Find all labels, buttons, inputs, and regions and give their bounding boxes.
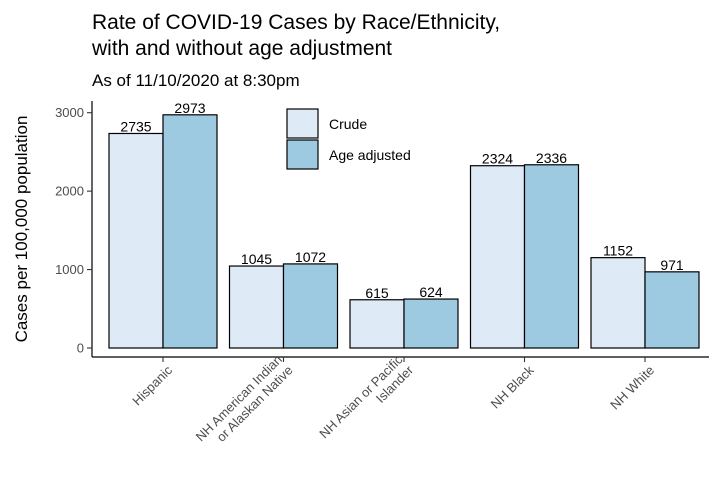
bar-data-label: 615 <box>365 285 389 301</box>
y-tick-label: 2000 <box>55 184 84 199</box>
bar-data-label: 2336 <box>536 150 567 166</box>
chart-title-line2: with and without age adjustment <box>91 37 392 60</box>
bar <box>108 132 164 349</box>
legend: Crude Age adjusted <box>286 108 411 170</box>
bar-data-label: 2324 <box>482 151 513 167</box>
x-tick-label: NH Black <box>488 362 537 411</box>
bar-data-label: 1152 <box>603 243 633 259</box>
bar <box>403 298 459 349</box>
bar <box>469 165 526 349</box>
bar-data-label: 1045 <box>241 251 272 267</box>
bar <box>523 164 580 349</box>
bar <box>282 263 339 349</box>
x-tick-label: NH Asian or PacificIslander <box>316 351 416 451</box>
legend-label-age-adjusted: Age adjusted <box>329 147 411 163</box>
bar <box>590 257 646 349</box>
y-tick-label: 1000 <box>55 262 84 277</box>
legend-swatch-crude <box>286 108 319 139</box>
x-tick-label: NH White <box>607 363 657 413</box>
y-axis-label: Cases per 100,000 population <box>12 116 31 343</box>
chart-subtitle: As of 11/10/2020 at 8:30pm <box>92 71 300 90</box>
x-tick-label: NH American Indianor Alaskan Native <box>193 352 296 455</box>
y-tick-label: 3000 <box>55 105 84 120</box>
bars: 2735 2973 1045 1072 615 624 2324 2336 1152 971 <box>108 100 700 349</box>
x-tick-label: Hispanic <box>129 362 175 408</box>
chart-title: Rate of COVID-19 Cases by Race/Ethnicity… <box>92 11 500 34</box>
legend-swatch-age-adjusted <box>286 139 319 170</box>
x-ticks: Hispanic NH American Indianor Alaskan Nat… <box>129 351 657 455</box>
y-ticks: 0 1000 2000 3000 <box>55 105 92 356</box>
bar-data-label: 2735 <box>120 118 151 134</box>
bar <box>349 299 405 349</box>
bar-data-label: 971 <box>660 257 684 273</box>
bar-data-label: 2973 <box>174 100 205 116</box>
y-tick-label: 0 <box>77 341 84 356</box>
legend-label-crude: Crude <box>329 116 367 132</box>
bar <box>228 265 285 349</box>
bar <box>162 114 218 349</box>
bar-data-label: 624 <box>419 284 443 300</box>
bar-data-label: 1072 <box>295 249 326 265</box>
bar <box>644 271 700 349</box>
